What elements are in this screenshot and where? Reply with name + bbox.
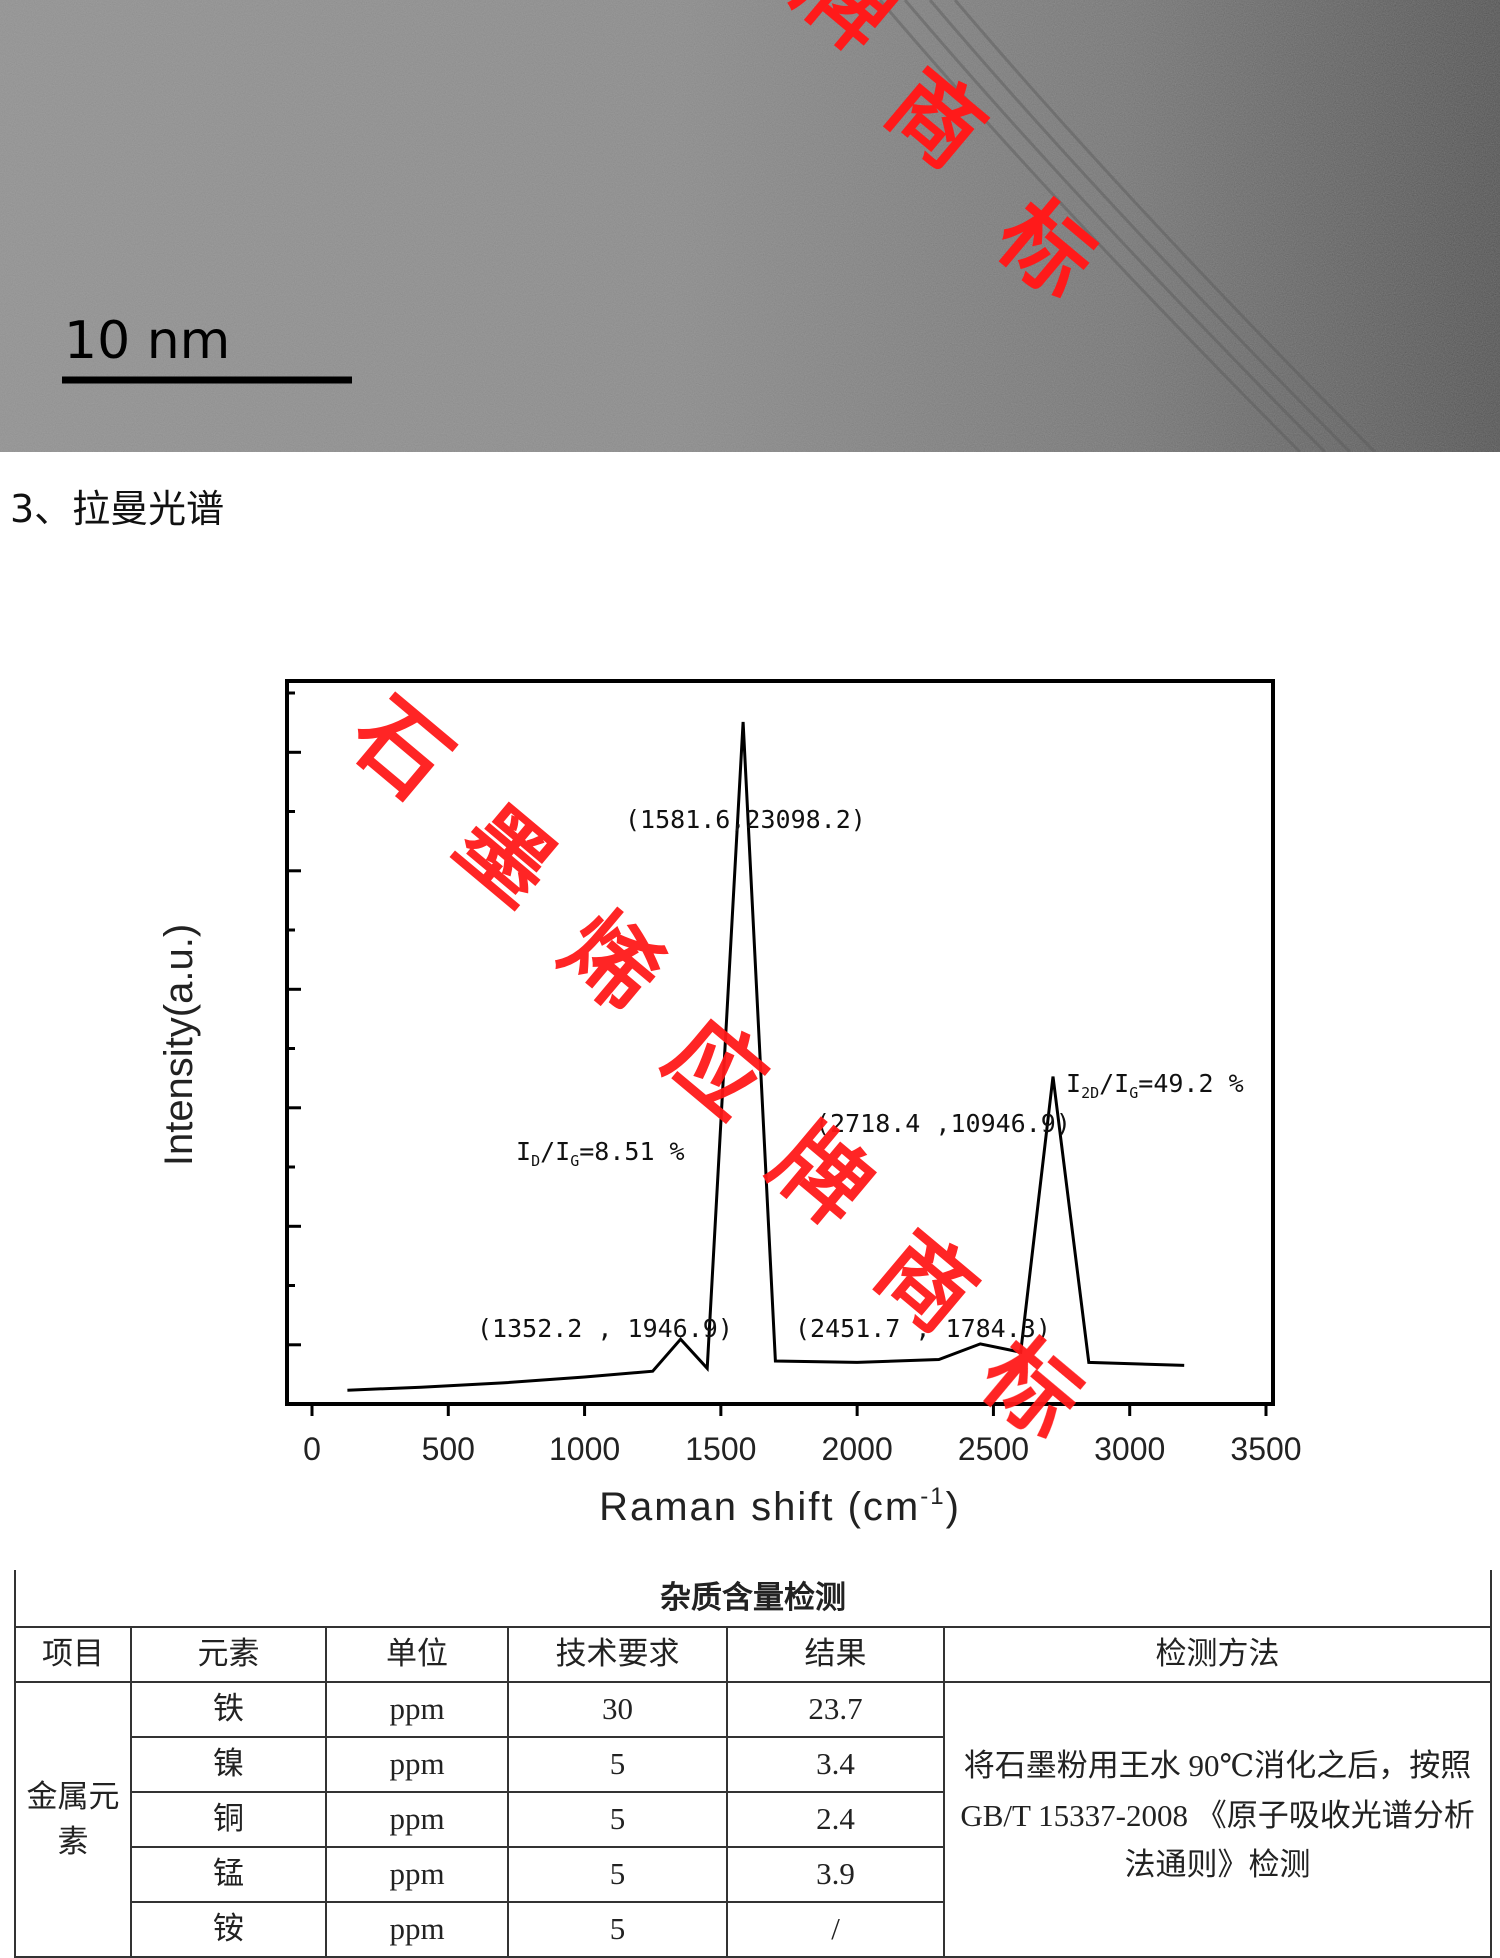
x-tick-label: 2000 <box>822 1431 893 1467</box>
table-row: 镍 ppm 5 3.4 <box>15 1736 1491 1793</box>
requirement-cell: 30 <box>507 1681 728 1738</box>
table-title: 杂质含量检测 <box>13 1570 1493 1628</box>
requirement-cell: 5 <box>507 1901 728 1958</box>
peak-2d-label: (2718.4 ,10946.9) <box>815 1109 1071 1138</box>
header-cell: 检测方法 <box>942 1626 1493 1683</box>
x-tick-label: 2500 <box>958 1431 1029 1467</box>
element-cell: 锰 <box>130 1846 327 1903</box>
requirement-cell: 5 <box>507 1736 728 1793</box>
result-cell: 23.7 <box>726 1681 945 1738</box>
unit-cell: ppm <box>325 1791 509 1848</box>
y-axis-ticks <box>287 691 301 1347</box>
x-axis-tick-labels: 0 500 1000 1500 2000 2500 3000 3500 <box>303 1431 1301 1467</box>
watermark-char: 应 <box>646 998 785 1139</box>
element-cell: 铵 <box>130 1901 327 1958</box>
peak-d-label: (1352.2 , 1946.9) <box>477 1314 733 1343</box>
y-axis-label: Intensity(a.u.) <box>157 924 201 1166</box>
spectrum-line <box>347 721 1185 1392</box>
result-cell: / <box>726 1901 945 1958</box>
x-tick-label: 3000 <box>1094 1431 1165 1467</box>
x-tick-label: 500 <box>422 1431 475 1467</box>
header-cell: 项目 <box>14 1626 132 1683</box>
ratio-2d-label: I2D/IG=49.2 % <box>1066 1069 1244 1102</box>
watermark-char: 石 <box>331 678 470 819</box>
unit-cell: ppm <box>325 1681 509 1738</box>
result-cell: 3.9 <box>726 1846 945 1903</box>
table-row: 铜 ppm 5 2.4 <box>15 1791 1491 1848</box>
header-cell: 单位 <box>325 1626 509 1683</box>
x-tick-label: 1000 <box>549 1431 620 1467</box>
requirement-cell: 5 <box>507 1791 728 1848</box>
element-cell: 铜 <box>130 1791 327 1848</box>
result-cell: 3.4 <box>726 1736 945 1793</box>
section-heading: 3、拉曼光谱 <box>10 487 225 531</box>
peak-g-label: (1581.6,23098.2) <box>625 805 866 834</box>
raman-spectrum-chart: 0 500 1000 1500 2000 2500 3000 3500 Intensity(a… <box>157 678 1302 1529</box>
x-axis-ticks <box>310 1404 1268 1416</box>
watermark-char: 烯 <box>541 892 680 1033</box>
x-tick-label: 3500 <box>1230 1431 1301 1467</box>
ratio-d-label: ID/IG=8.51 % <box>516 1137 685 1170</box>
tem-micrograph: 10 nm 牌 商 标 <box>0 0 1500 452</box>
unit-cell: ppm <box>325 1901 509 1958</box>
peak-small-label: (2451.7 , 1784.3) <box>795 1314 1051 1343</box>
element-cell: 铁 <box>130 1681 327 1738</box>
header-cell: 结果 <box>726 1626 945 1683</box>
x-tick-label: 1500 <box>685 1431 756 1467</box>
unit-cell: ppm <box>325 1846 509 1903</box>
scale-bar-label: 10 nm <box>64 311 230 371</box>
header-cell: 元素 <box>130 1626 327 1683</box>
plot-frame <box>285 679 1275 1406</box>
category-cell: 金属元素 <box>14 1681 132 1958</box>
result-cell: 2.4 <box>726 1791 945 1848</box>
table-header-row: 项目 元素 单位 技术要求 结果 检测方法 <box>14 1626 1493 1683</box>
watermark-char: 墨 <box>436 785 575 926</box>
requirement-cell: 5 <box>507 1846 728 1903</box>
method-cell: 将石墨粉用王水 90℃消化之后，按照 GB/T 15337-2008 《原子吸收… <box>942 1681 1493 1958</box>
unit-cell: ppm <box>325 1736 509 1793</box>
impurity-table: 杂质含量检测 项目 元素 单位 技术要求 结果 检测方法 金属元素 铁 ppm … <box>13 1570 1493 1958</box>
header-cell: 技术要求 <box>507 1626 728 1683</box>
x-axis-label: Raman shift (cm-1) <box>599 1483 961 1529</box>
table-row: 锰 ppm 5 3.9 <box>15 1846 1491 1903</box>
x-tick-label: 0 <box>303 1431 321 1467</box>
element-cell: 镍 <box>130 1736 327 1793</box>
table-row: 金属元素 铁 ppm 30 23.7 将石墨粉用王水 90℃消化之后，按照 GB… <box>14 1681 1493 1958</box>
